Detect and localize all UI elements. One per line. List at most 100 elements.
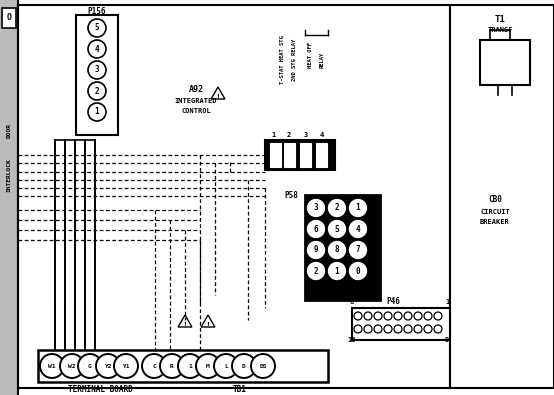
Text: W2: W2	[68, 363, 76, 369]
Circle shape	[348, 198, 368, 218]
Text: D: D	[242, 363, 246, 369]
Text: 4: 4	[320, 132, 324, 138]
Circle shape	[40, 354, 64, 378]
Text: 7: 7	[356, 246, 360, 254]
Bar	[2, 8, 16, 28]
Text: P156: P156	[88, 8, 106, 17]
Text: BREAKER: BREAKER	[480, 219, 510, 225]
Circle shape	[142, 354, 166, 378]
Circle shape	[160, 354, 184, 378]
Circle shape	[414, 312, 422, 320]
Text: 16: 16	[348, 337, 356, 343]
Text: 9: 9	[314, 246, 319, 254]
Text: !: !	[207, 322, 209, 327]
Text: 1: 1	[188, 363, 192, 369]
Text: R: R	[170, 363, 174, 369]
Circle shape	[374, 325, 382, 333]
Circle shape	[434, 312, 442, 320]
Circle shape	[60, 354, 84, 378]
Text: TRANSF: TRANSF	[488, 27, 513, 33]
Text: CB0: CB0	[488, 196, 502, 205]
Text: 9: 9	[445, 337, 449, 343]
Circle shape	[348, 219, 368, 239]
Circle shape	[404, 312, 412, 320]
Text: INTEGRATED: INTEGRATED	[175, 98, 217, 104]
Circle shape	[404, 325, 412, 333]
Text: O: O	[7, 13, 12, 23]
Circle shape	[114, 354, 138, 378]
Circle shape	[327, 261, 347, 281]
Circle shape	[394, 325, 402, 333]
Bar	[284, 143, 295, 167]
Circle shape	[424, 312, 432, 320]
Circle shape	[88, 103, 106, 121]
Text: 2ND STG RELAY: 2ND STG RELAY	[293, 39, 297, 81]
Text: 2: 2	[335, 203, 339, 213]
Text: RELAY: RELAY	[320, 52, 325, 68]
Text: 4: 4	[95, 45, 99, 53]
Circle shape	[96, 354, 120, 378]
Text: 4: 4	[356, 224, 360, 233]
Text: 3: 3	[304, 132, 308, 138]
Circle shape	[394, 312, 402, 320]
Text: INTERLOCK: INTERLOCK	[7, 158, 12, 192]
Circle shape	[348, 240, 368, 260]
Bar	[480, 40, 530, 85]
Circle shape	[414, 325, 422, 333]
Circle shape	[354, 325, 362, 333]
Circle shape	[364, 325, 372, 333]
Text: A92: A92	[188, 85, 203, 94]
Bar	[316, 143, 327, 167]
Circle shape	[384, 325, 392, 333]
Circle shape	[434, 325, 442, 333]
Bar	[0, 0, 18, 395]
Circle shape	[327, 240, 347, 260]
Circle shape	[306, 219, 326, 239]
Text: M: M	[206, 363, 210, 369]
Bar	[38, 350, 328, 382]
Circle shape	[348, 261, 368, 281]
Circle shape	[424, 325, 432, 333]
Circle shape	[88, 61, 106, 79]
Text: HEAT OFF: HEAT OFF	[307, 42, 312, 68]
Text: T-STAT HEAT STG: T-STAT HEAT STG	[280, 36, 285, 85]
Bar	[18, 5, 450, 388]
Text: 2: 2	[314, 267, 319, 275]
Text: DOOR: DOOR	[7, 122, 12, 137]
Text: 2: 2	[287, 132, 291, 138]
Text: 2: 2	[95, 87, 99, 96]
Text: CONTROL: CONTROL	[181, 108, 211, 114]
Circle shape	[214, 354, 238, 378]
Circle shape	[306, 261, 326, 281]
Bar	[300, 143, 311, 167]
Circle shape	[178, 354, 202, 378]
Text: C: C	[152, 363, 156, 369]
Circle shape	[88, 82, 106, 100]
Circle shape	[364, 312, 372, 320]
Text: 8: 8	[335, 246, 339, 254]
Circle shape	[384, 312, 392, 320]
Text: 3: 3	[314, 203, 319, 213]
Circle shape	[306, 240, 326, 260]
Text: 8: 8	[350, 299, 354, 305]
Bar	[265, 140, 335, 170]
Text: 3: 3	[95, 66, 99, 75]
Bar	[450, 5, 554, 388]
Text: T1: T1	[495, 15, 505, 24]
Text: 1: 1	[95, 107, 99, 117]
Text: 6: 6	[314, 224, 319, 233]
Text: DS: DS	[259, 363, 266, 369]
Circle shape	[196, 354, 220, 378]
Text: !: !	[183, 322, 187, 327]
Text: 1: 1	[445, 299, 449, 305]
Text: 5: 5	[95, 23, 99, 32]
Circle shape	[251, 354, 275, 378]
Text: CIRCUIT: CIRCUIT	[480, 209, 510, 215]
Text: 1: 1	[335, 267, 339, 275]
Circle shape	[374, 312, 382, 320]
Text: 1: 1	[272, 132, 276, 138]
Circle shape	[88, 40, 106, 58]
Circle shape	[232, 354, 256, 378]
Text: TERMINAL BOARD: TERMINAL BOARD	[68, 386, 132, 395]
Bar	[305, 195, 380, 300]
